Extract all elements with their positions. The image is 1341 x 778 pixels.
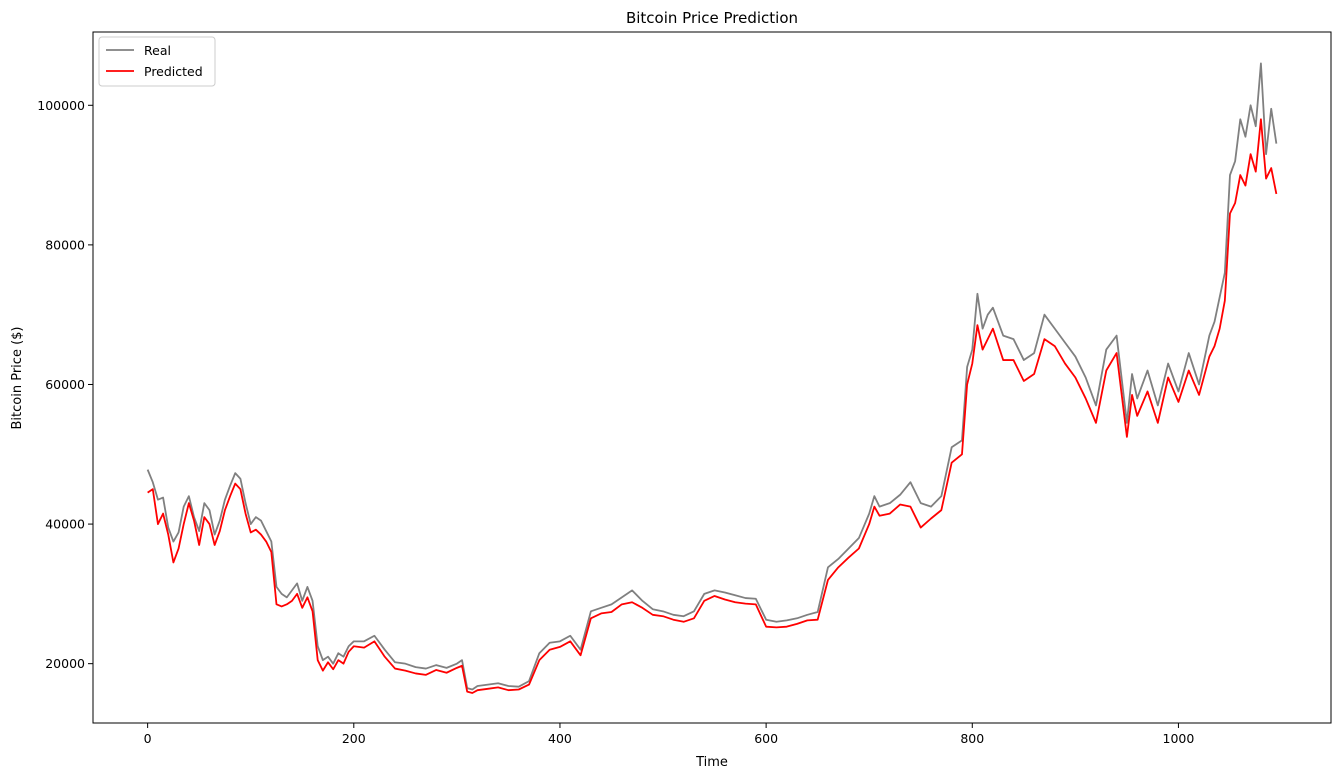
x-tick-label: 0 [144, 731, 152, 746]
x-tick-label: 400 [548, 731, 572, 746]
series-line-predicted [147, 118, 1278, 694]
y-tick-label: 60000 [45, 377, 85, 392]
x-tick-label: 600 [754, 731, 778, 746]
legend-label-predicted: Predicted [144, 64, 203, 79]
legend: Real Predicted [98, 36, 216, 87]
y-tick-label: 20000 [45, 656, 85, 671]
y-axis: 20000 40000 60000 80000 100000 [37, 98, 93, 671]
legend-label-real: Real [144, 43, 171, 58]
y-axis-title: Bitcoin Price ($) [10, 327, 25, 430]
y-tick-label: 80000 [45, 237, 85, 252]
x-tick-label: 1000 [1163, 731, 1195, 746]
x-axis: 0 200 400 600 800 1000 [144, 723, 1195, 746]
chart-title: Bitcoin Price Prediction [626, 9, 798, 27]
y-tick-label: 40000 [45, 517, 85, 532]
series-layer [146, 62, 1278, 694]
x-axis-title: Time [695, 755, 728, 770]
x-tick-label: 800 [960, 731, 984, 746]
series-line-real [146, 62, 1278, 691]
x-tick-label: 200 [342, 731, 366, 746]
y-tick-label: 100000 [37, 98, 85, 113]
plot-frame [92, 31, 1332, 724]
